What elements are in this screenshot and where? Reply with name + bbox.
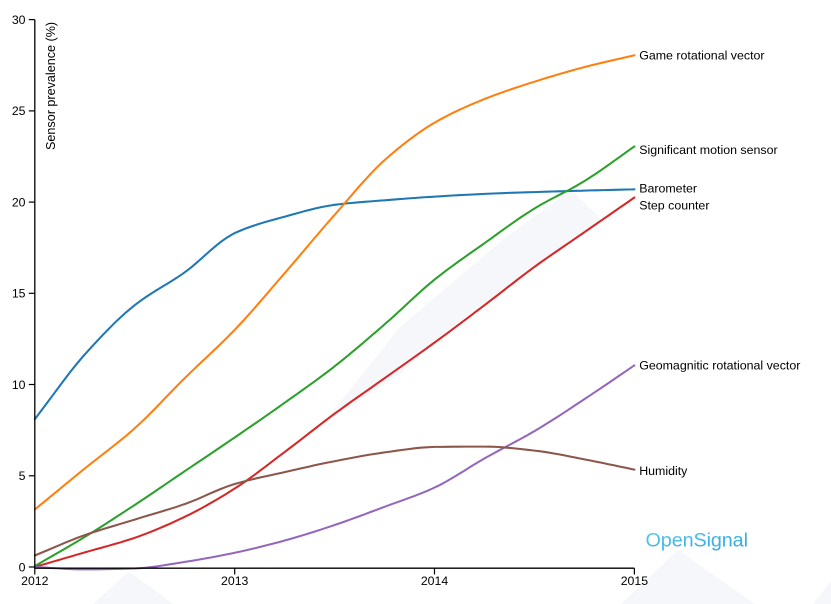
svg-text:Step counter: Step counter — [639, 199, 709, 213]
svg-text:25: 25 — [12, 104, 26, 118]
svg-text:0: 0 — [19, 560, 26, 574]
svg-text:2014: 2014 — [421, 574, 449, 588]
svg-text:Geomagnitic rotational vector: Geomagnitic rotational vector — [639, 359, 800, 373]
svg-text:Significant motion sensor: Significant motion sensor — [639, 143, 777, 157]
svg-text:30: 30 — [12, 13, 26, 27]
svg-text:Game rotational vector: Game rotational vector — [639, 48, 764, 62]
svg-text:Sensor prevalence (%): Sensor prevalence (%) — [44, 22, 58, 150]
svg-text:20: 20 — [12, 195, 26, 209]
svg-text:10: 10 — [12, 378, 26, 392]
svg-text:5: 5 — [19, 469, 26, 483]
svg-text:Barometer: Barometer — [639, 182, 697, 196]
svg-text:2012: 2012 — [21, 574, 49, 588]
svg-text:15: 15 — [12, 287, 26, 301]
svg-text:Humidity: Humidity — [639, 464, 688, 478]
svg-text:OpenSignal: OpenSignal — [646, 530, 748, 552]
svg-text:2013: 2013 — [221, 574, 249, 588]
svg-text:2015: 2015 — [621, 574, 649, 588]
